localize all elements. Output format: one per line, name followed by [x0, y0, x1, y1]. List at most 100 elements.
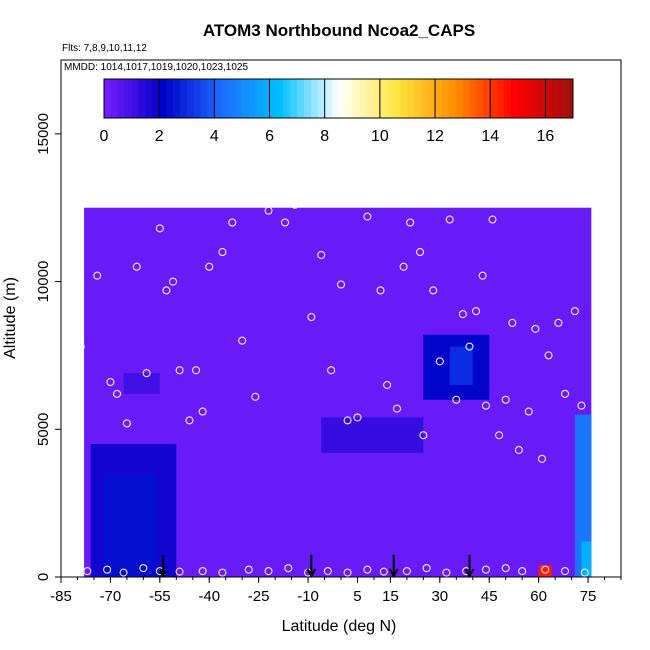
colorbar-segment	[124, 79, 133, 118]
colorbar-segment	[524, 79, 533, 118]
heat-cell	[581, 541, 592, 577]
sample-point	[218, 248, 227, 257]
colorbar-segment	[248, 79, 257, 118]
sample-point	[83, 567, 92, 576]
colorbar-segment	[414, 79, 422, 118]
sample-point	[518, 567, 527, 576]
colorbar-tick-label: 0	[100, 128, 109, 145]
y-tick-label: 5000	[35, 413, 52, 446]
sample-point	[343, 416, 352, 425]
colorbar-segment	[297, 79, 305, 118]
colorbar-segment	[159, 79, 167, 118]
colorbar-segment	[200, 79, 208, 118]
colorbar-segment	[552, 79, 560, 118]
sample-point	[481, 565, 490, 574]
colorbar-segment	[441, 79, 450, 118]
sample-point	[264, 206, 273, 215]
sample-point	[244, 565, 253, 574]
sample-point	[205, 262, 214, 271]
sample-point	[175, 567, 184, 576]
colorbar-segment	[290, 79, 298, 118]
sample-point	[429, 286, 438, 295]
sample-point	[363, 565, 372, 574]
colorbar-segment	[386, 79, 395, 118]
heat-cell	[449, 346, 473, 385]
sample-point	[501, 564, 510, 573]
sample-point	[514, 445, 523, 454]
colorbar-segment	[379, 79, 388, 118]
sample-point	[175, 366, 184, 375]
colorbar-tick-label: 12	[426, 128, 444, 145]
x-tick-label: 60	[530, 588, 547, 605]
sample-point	[376, 286, 385, 295]
colorbar-segment	[421, 79, 429, 118]
sample-point	[192, 366, 201, 375]
colorbar-segment	[304, 79, 312, 118]
colorbar-tick-label: 10	[371, 128, 389, 145]
colorbar-segment	[490, 79, 498, 118]
x-tick-label: -55	[149, 588, 171, 605]
sample-point	[488, 215, 497, 224]
colorbar-segment	[435, 79, 443, 118]
sample-point	[122, 419, 131, 428]
colorbar-segment	[179, 79, 188, 118]
colorbar-segment	[228, 79, 236, 118]
sample-point	[561, 389, 569, 398]
sample-point	[218, 568, 227, 577]
sample-point	[132, 262, 141, 271]
sample-point	[419, 431, 428, 440]
sample-point	[93, 271, 102, 280]
colorbar-segment	[455, 79, 464, 118]
sample-point	[402, 567, 411, 576]
flight-arrows	[158, 555, 475, 579]
heat-cell	[321, 417, 424, 453]
colorbar-segment	[317, 79, 326, 118]
colorbar-segment	[566, 79, 574, 118]
colorbar-tick-label: 14	[481, 128, 499, 145]
sample-point	[106, 378, 115, 387]
colorbar-segment	[476, 79, 484, 118]
sample-point	[119, 568, 128, 577]
colorbar-tick-label: 2	[155, 128, 164, 145]
sample-point	[393, 404, 401, 413]
sample-point	[541, 565, 550, 574]
colorbar-segment	[510, 79, 519, 118]
colorbar-segment	[104, 79, 112, 118]
flights-label: Flts: 7,8,9,10,11,12	[62, 43, 147, 54]
colorbar	[103, 78, 574, 119]
y-tick-label: 10000	[35, 261, 52, 303]
sample-point	[561, 567, 569, 576]
colorbar-segment	[207, 79, 215, 118]
sample-point	[307, 313, 316, 322]
colorbar-segment	[138, 79, 146, 118]
sample-point	[343, 568, 352, 577]
x-tick-label: -85	[50, 588, 72, 605]
sample-point	[508, 318, 517, 327]
colorbar-segment	[517, 79, 526, 118]
colorbar-segment	[172, 79, 181, 118]
sample-point	[416, 248, 425, 257]
heat-cell	[103, 473, 157, 577]
sample-point	[383, 380, 392, 389]
colorbar-tick-label: 16	[537, 128, 555, 145]
colorbar-tick-label: 8	[320, 128, 329, 145]
colorbar-segment	[262, 79, 271, 118]
colorbar-segment	[221, 79, 229, 118]
colorbar-segment	[352, 79, 360, 118]
colorbar-segment	[193, 79, 202, 118]
colorbar-segment	[372, 79, 381, 118]
x-tick-label: 15	[382, 588, 399, 605]
colorbar-segment	[393, 79, 402, 118]
colorbar-segment	[428, 79, 436, 118]
sample-point	[458, 310, 467, 319]
sample-point	[155, 224, 164, 233]
colorbar-segment	[483, 79, 491, 118]
sample-point	[317, 250, 326, 259]
colorbar-segment	[186, 79, 195, 118]
colorbar-segment	[117, 79, 126, 118]
sample-point	[228, 218, 237, 227]
y-axis-label: Altitude (m)	[2, 277, 19, 359]
colorbar-segment	[366, 79, 374, 118]
colorbar-segment	[276, 79, 284, 118]
